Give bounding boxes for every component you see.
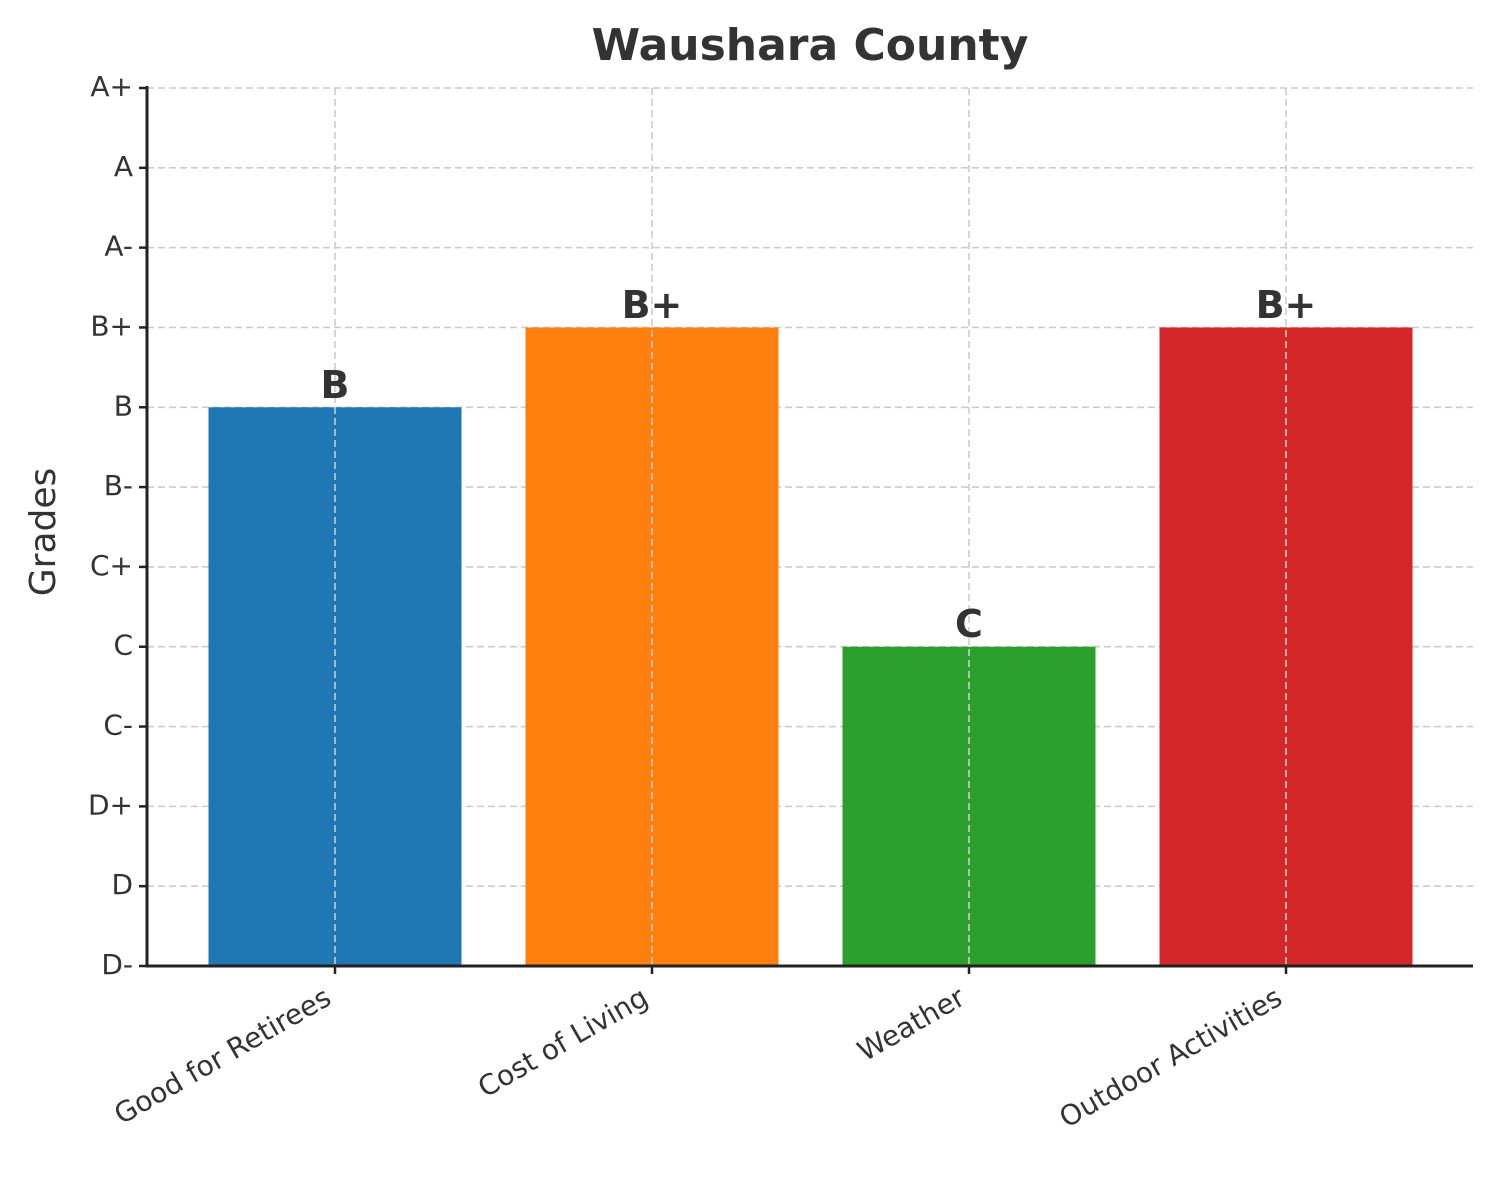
y-tick-label: D+ [88, 788, 133, 821]
chart-title: Waushara County [592, 20, 1029, 71]
y-tick-label: D- [101, 948, 133, 981]
y-tick-label: B- [104, 469, 133, 502]
y-tick-label: A+ [90, 70, 133, 103]
value-label: B+ [1256, 283, 1317, 327]
x-tick-label: Outdoor Activities [1054, 980, 1288, 1134]
y-tick-label: C- [103, 709, 133, 742]
y-tick-label: C [113, 629, 133, 662]
y-tick-label: C+ [90, 549, 133, 582]
y-axis-label: Grades [23, 468, 64, 597]
y-tick-label: B [114, 389, 133, 422]
value-label: C [955, 602, 983, 646]
x-tick-label: Good for Retirees [109, 980, 337, 1131]
x-tick-label: Weather [852, 980, 971, 1068]
value-label: B+ [622, 283, 683, 327]
y-tick-label: A- [104, 230, 133, 263]
y-tick-label: A [114, 150, 133, 183]
y-tick-label: B+ [90, 309, 133, 342]
x-tick-label: Cost of Living [472, 980, 653, 1104]
y-tick-label: D [111, 868, 133, 901]
value-label: B [321, 363, 350, 407]
